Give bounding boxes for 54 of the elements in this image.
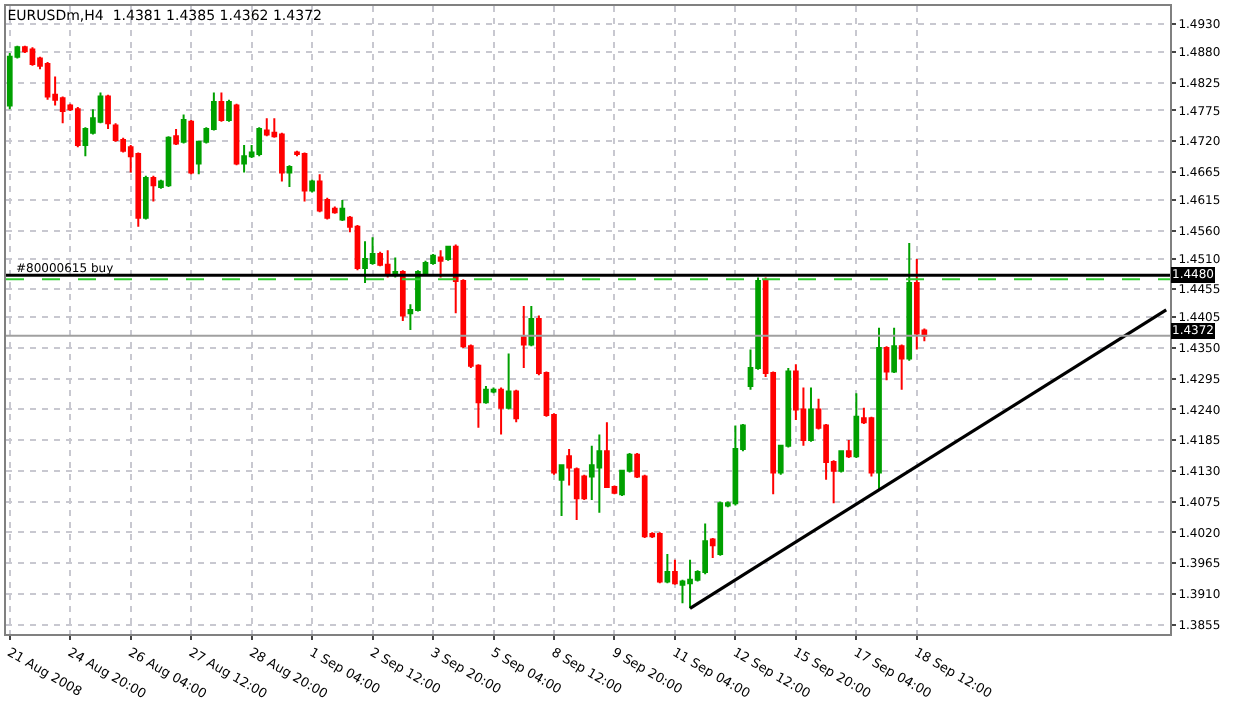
candlestick bbox=[808, 386, 814, 443]
candlestick bbox=[44, 60, 51, 101]
candlestick bbox=[445, 245, 452, 262]
candlestick bbox=[331, 205, 338, 215]
candlestick bbox=[913, 258, 920, 351]
candlestick bbox=[173, 127, 179, 147]
candlestick bbox=[180, 113, 187, 145]
candlestick bbox=[263, 117, 270, 138]
candlestick bbox=[430, 253, 436, 266]
candlestick bbox=[876, 326, 882, 491]
candlestick bbox=[709, 536, 716, 560]
candlestick bbox=[74, 106, 81, 149]
candlestick bbox=[702, 522, 708, 576]
candlestick bbox=[384, 249, 391, 279]
candlestick bbox=[687, 558, 693, 610]
candlestick bbox=[135, 151, 142, 228]
candlestick bbox=[218, 91, 225, 123]
candlestick bbox=[883, 345, 890, 382]
candlestick bbox=[498, 386, 504, 436]
candlestick bbox=[845, 439, 852, 459]
candlestick bbox=[241, 144, 247, 174]
candlestick bbox=[316, 173, 323, 214]
candlestick bbox=[362, 240, 368, 285]
candlestick bbox=[906, 241, 913, 362]
candlestick bbox=[142, 174, 149, 221]
candlestick bbox=[604, 421, 610, 489]
candlestick bbox=[399, 269, 406, 323]
candlestick bbox=[505, 352, 512, 411]
candlestick bbox=[664, 553, 671, 585]
candlestick bbox=[256, 126, 263, 158]
candlestick bbox=[437, 249, 444, 279]
candlestick bbox=[732, 424, 739, 507]
candlestick bbox=[339, 198, 346, 223]
candlestick bbox=[853, 392, 860, 459]
candlestick bbox=[105, 93, 111, 130]
candlestick bbox=[891, 326, 897, 375]
candlestick bbox=[672, 558, 678, 586]
candlestick bbox=[558, 464, 565, 518]
candlestick bbox=[309, 178, 315, 194]
candlestick bbox=[150, 174, 157, 203]
candlestick bbox=[898, 343, 905, 391]
candlestick bbox=[483, 384, 489, 405]
candlestick bbox=[513, 388, 520, 424]
candlestick bbox=[286, 164, 293, 189]
candlestick bbox=[717, 500, 724, 557]
candlestick bbox=[838, 450, 845, 474]
candlestick bbox=[301, 151, 308, 203]
candlestick bbox=[520, 305, 527, 370]
candlestick bbox=[528, 305, 535, 348]
candlestick bbox=[6, 51, 13, 111]
candlestick bbox=[596, 433, 603, 514]
candlestick bbox=[656, 531, 663, 585]
candlestick bbox=[226, 98, 232, 123]
candlestick bbox=[188, 118, 195, 176]
